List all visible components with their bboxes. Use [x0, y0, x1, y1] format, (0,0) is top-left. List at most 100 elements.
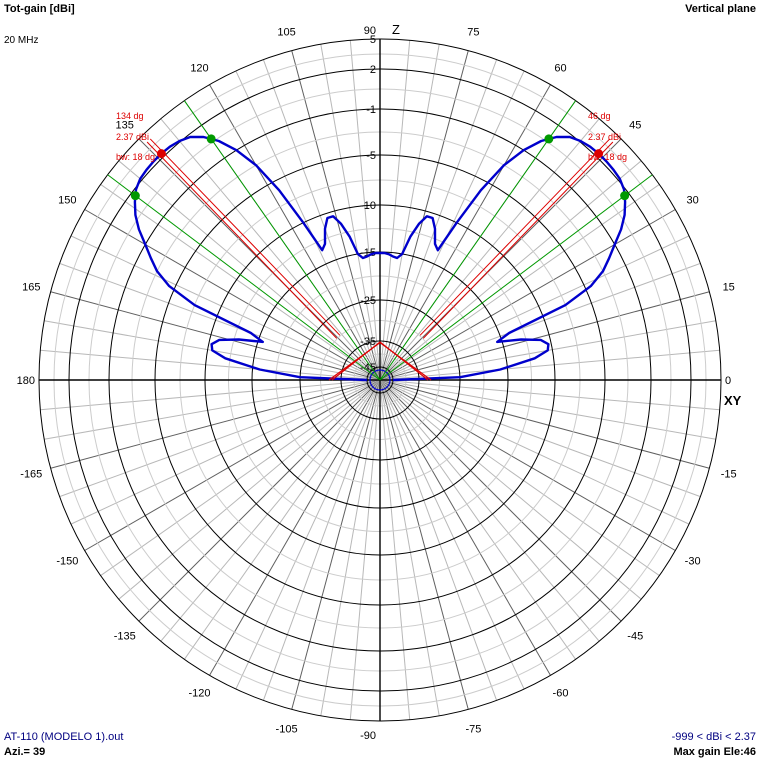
azimuth-label: Azi.= 39	[4, 746, 46, 758]
angle-label: -75	[465, 724, 481, 736]
grid-spoke	[379, 379, 469, 710]
grid-spoke	[235, 379, 381, 690]
scale-tick-label: 2	[370, 64, 376, 76]
max-gain-label: Max gain Ele:46	[673, 746, 756, 758]
plot-title: Tot-gain [dBi]	[4, 3, 75, 15]
left-marker-beamwidth: bw: 18 dg	[116, 152, 155, 162]
right-marker-beamwidth: bw: 18 dg	[588, 152, 627, 162]
grid-spoke	[379, 379, 551, 676]
angle-label: 90	[364, 25, 376, 37]
angle-label: -165	[20, 468, 42, 480]
grid-spoke	[379, 44, 440, 381]
grid-spoke	[379, 209, 676, 381]
grid-spoke	[138, 379, 381, 622]
grid-spoke	[379, 291, 710, 381]
gain-range: -999 < dBi < 2.37	[671, 731, 756, 743]
angle-label: 150	[58, 195, 76, 207]
grid-spoke	[44, 379, 381, 440]
angle-label: -135	[114, 630, 136, 642]
angle-label: 180	[17, 375, 35, 387]
grid-spoke	[160, 118, 381, 381]
angle-label: 30	[687, 195, 699, 207]
grid-spoke	[379, 379, 710, 469]
grid-spoke	[320, 379, 381, 716]
angle-label: 135	[116, 120, 134, 132]
angle-label: 165	[22, 282, 40, 294]
right-marker-gain: 2.37 dBi	[588, 132, 621, 142]
angle-label: 0	[725, 375, 731, 387]
grid-spoke	[379, 138, 622, 381]
angle-label: -60	[553, 688, 569, 700]
scale-tick-label: -15	[360, 247, 376, 259]
scale-tick-label: -5	[366, 150, 376, 162]
pattern-curve	[133, 135, 627, 382]
grid-spoke	[379, 160, 642, 381]
grid-spoke	[50, 291, 381, 381]
beamwidth-line	[184, 100, 381, 381]
beamwidth-dot	[130, 191, 140, 201]
grid-spoke	[70, 379, 381, 525]
horizontal-axis-label: XY	[724, 393, 742, 408]
angle-label: -45	[627, 630, 643, 642]
grid-spoke	[379, 379, 600, 642]
left-marker-angle: 134 dg	[116, 111, 144, 121]
plane-label: Vertical plane	[685, 3, 756, 15]
grid-spoke	[320, 44, 381, 381]
max-gain-dot	[594, 149, 604, 159]
grid-spoke	[184, 379, 381, 660]
angle-label: 120	[190, 62, 208, 74]
grid-spoke	[209, 379, 381, 676]
grid-spoke	[262, 59, 381, 381]
grid-spoke	[291, 379, 381, 710]
angle-label: 60	[554, 62, 566, 74]
grid-spoke	[379, 50, 469, 381]
grid-spoke	[379, 379, 660, 576]
grid-spoke	[118, 379, 381, 600]
grid-spoke	[379, 70, 525, 381]
grid-spoke	[379, 235, 690, 381]
vertical-axis-label: Z	[392, 22, 400, 37]
grid-spoke	[70, 235, 381, 381]
grid-spoke	[100, 184, 381, 381]
grid-spoke	[379, 118, 600, 381]
grid-spoke	[379, 379, 498, 701]
grid-spoke	[349, 40, 381, 381]
left-marker-gain: 2.37 dBi	[116, 132, 149, 142]
max-gain-line	[419, 138, 611, 336]
grid-spoke	[50, 379, 381, 469]
grid-spoke	[118, 160, 381, 381]
beamwidth-line	[379, 174, 653, 381]
grid-spoke	[379, 379, 622, 622]
grid-spoke	[379, 379, 690, 525]
grid-spoke	[379, 379, 720, 411]
grid-spoke	[379, 59, 498, 381]
angle-label: -15	[721, 468, 737, 480]
scale-tick-label: 5	[370, 34, 376, 46]
scale-tick-label: -45	[360, 362, 376, 374]
grid-spoke	[291, 50, 381, 381]
grid-spoke	[40, 349, 381, 381]
grid-spoke	[379, 40, 411, 381]
grid-spoke	[100, 379, 381, 576]
grid-spoke	[379, 379, 411, 720]
beamwidth-dot	[544, 134, 554, 144]
grid-spoke	[379, 379, 576, 660]
grid-spoke	[84, 379, 381, 551]
angle-label: -90	[360, 730, 376, 742]
grid-spoke	[235, 70, 381, 381]
file-name: AT-110 (MODELO 1).out	[4, 731, 124, 743]
max-gain-line	[422, 141, 614, 339]
angle-label: -30	[685, 556, 701, 568]
grid-spoke	[379, 379, 440, 716]
scale-tick-label: -25	[360, 295, 376, 307]
origin-circle	[369, 369, 391, 391]
grid-spoke	[379, 184, 660, 381]
max-gain-chevron	[328, 341, 432, 381]
grid-spoke	[379, 262, 701, 381]
scale-tick-label: -35	[360, 336, 376, 348]
angle-label: 75	[467, 26, 479, 38]
grid-spoke	[84, 209, 381, 381]
max-gain-line	[149, 138, 341, 336]
frequency-label: 20 MHz	[4, 35, 39, 46]
